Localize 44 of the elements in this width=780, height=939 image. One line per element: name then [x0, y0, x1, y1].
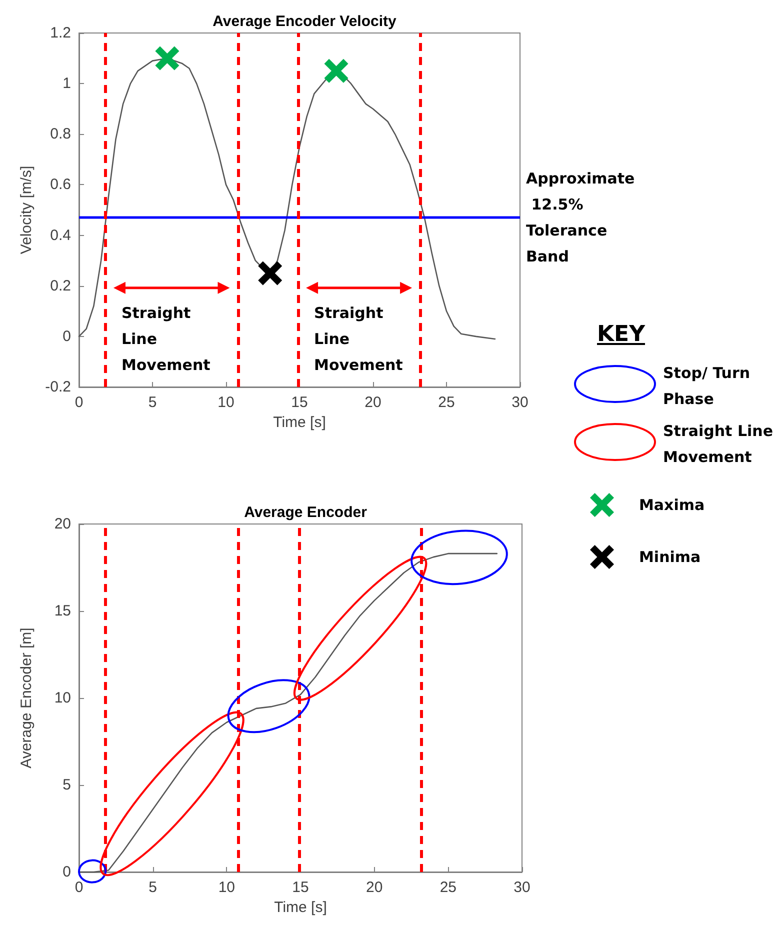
x-tick-label: 0	[74, 394, 84, 411]
text: Straight Line Movement	[663, 421, 774, 468]
y-tick-label: 10	[54, 690, 71, 706]
x-tick-label: 15	[292, 879, 309, 896]
y-tick-label: 1.2	[50, 24, 71, 42]
x-tick-label: 15	[291, 394, 308, 411]
x-tick-label: 30	[512, 394, 528, 411]
x-tick-label: 25	[438, 394, 455, 411]
chart-title: Average Encoder Velocity	[212, 13, 397, 30]
y-tick-label: 0.6	[50, 176, 71, 194]
text: Stop/ Turn Phase	[663, 363, 752, 410]
x-tick-label: 5	[148, 879, 158, 896]
legend-title: KEY	[597, 322, 646, 348]
x-tick-label: 0	[74, 879, 84, 896]
y-tick-label: 0.4	[50, 226, 71, 244]
x-tick-label: 10	[218, 879, 236, 896]
point	[258, 261, 282, 286]
y-axis-title: Velocity [m/s]	[18, 166, 35, 254]
annotation: Straight Line Movement	[314, 302, 404, 376]
x-tick-label: 25	[440, 879, 457, 896]
point	[155, 46, 180, 70]
y-tick-label: 5	[62, 776, 71, 794]
x-tick-label: 20	[364, 394, 382, 411]
y-tick-label: 1	[62, 75, 71, 92]
legend-label: Maxima	[639, 496, 705, 514]
y-axis-title: Average Encoder [m]	[18, 628, 35, 768]
chart-title: Average Encoder	[244, 504, 368, 521]
point	[324, 58, 348, 83]
annotation: Straight Line Movement	[121, 302, 212, 376]
x-axis-title: Time [s]	[274, 899, 327, 916]
x-tick-label: 30	[514, 879, 530, 896]
y-tick-label: 15	[54, 602, 71, 620]
y-tick-label: 0.8	[50, 126, 71, 143]
x-tick-label: 5	[148, 394, 157, 411]
x-axis-title: Time [s]	[273, 414, 326, 431]
x-tick-label: 20	[366, 879, 383, 896]
y-tick-label: 0.2	[50, 277, 71, 294]
y-tick-label: 0	[62, 864, 71, 880]
x-tick-label: 10	[218, 394, 234, 411]
y-tick-label: 20	[54, 516, 71, 532]
y-tick-label: 0	[62, 328, 71, 345]
ref-line-label: Approximate 12.5% Tolerance Band	[526, 170, 635, 266]
y-tick-label: -0.2	[45, 378, 71, 396]
legend-label: Minima	[639, 548, 701, 566]
